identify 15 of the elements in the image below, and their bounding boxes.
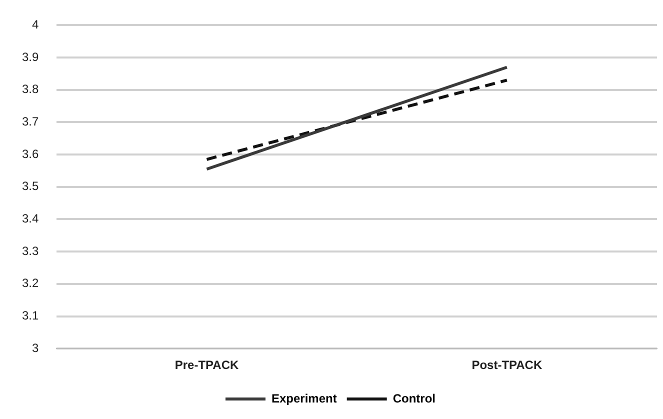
y-tick-label: 3.1 <box>22 308 39 323</box>
y-tick-label: 3.7 <box>22 114 39 129</box>
legend-label: Experiment <box>271 391 337 406</box>
y-tick-label: 3.5 <box>22 179 39 194</box>
y-tick-label: 4 <box>32 18 39 32</box>
legend-label: Control <box>392 391 436 406</box>
y-tick-label: 3.6 <box>22 146 39 161</box>
x-tick-label: Pre-TPACK <box>174 358 239 372</box>
y-tick-label: 3.4 <box>22 212 39 226</box>
x-tick-label: Post-TPACK <box>472 358 542 372</box>
y-tick-label: 3 <box>32 340 39 355</box>
y-tick-label: 3.3 <box>22 244 39 258</box>
y-tick-label: 3.2 <box>22 276 39 290</box>
y-tick-label: 3.8 <box>22 82 39 96</box>
y-tick-label: 3.9 <box>22 50 39 64</box>
